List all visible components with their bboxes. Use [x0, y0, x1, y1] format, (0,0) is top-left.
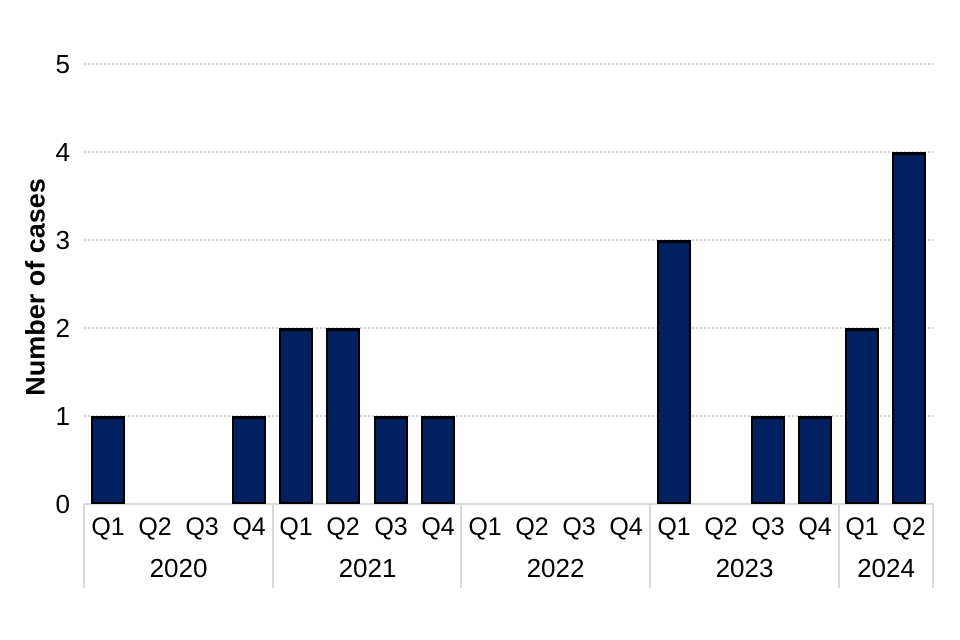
gridline-y-3 — [84, 239, 933, 241]
bar-2024-Q1 — [845, 328, 879, 504]
x-tick-2024-Q1: Q1 — [845, 513, 879, 541]
bar-2023-Q1 — [657, 240, 691, 504]
year-label-2022: 2022 — [526, 553, 585, 583]
x-tick-2021-Q3: Q3 — [374, 513, 408, 541]
year-label-2024: 2024 — [857, 553, 915, 583]
x-tick-2020-Q1: Q1 — [91, 513, 125, 541]
x-tick-2022-Q1: Q1 — [468, 513, 502, 541]
bar-2021-Q3 — [374, 416, 408, 504]
x-tick-2023-Q3: Q3 — [751, 513, 785, 541]
x-tick-2022-Q3: Q3 — [562, 513, 596, 541]
year-label-2020: 2020 — [149, 553, 208, 583]
x-tick-2023-Q4: Q4 — [798, 513, 832, 541]
category-axis-line — [84, 503, 934, 505]
y-tick-label-1: 1 — [55, 401, 70, 431]
gridline-y-1 — [84, 415, 933, 417]
bar-2021-Q1 — [279, 328, 313, 504]
y-tick-label-0: 0 — [55, 489, 70, 519]
axis-divider-after-2023 — [838, 504, 840, 588]
x-tick-2024-Q2: Q2 — [892, 513, 926, 541]
gridline-y-4 — [84, 151, 933, 153]
x-tick-2021-Q1: Q1 — [279, 513, 313, 541]
x-tick-2022-Q2: Q2 — [515, 513, 549, 541]
x-tick-2020-Q2: Q2 — [138, 513, 172, 541]
x-tick-2023-Q2: Q2 — [704, 513, 738, 541]
x-tick-2023-Q1: Q1 — [657, 513, 691, 541]
x-tick-2020-Q3: Q3 — [185, 513, 219, 541]
bar-2021-Q2 — [326, 328, 360, 504]
x-tick-2020-Q4: Q4 — [232, 513, 266, 541]
bar-2020-Q4 — [232, 416, 266, 504]
axis-divider-after-2024 — [932, 504, 934, 588]
axis-divider-after-2020 — [272, 504, 274, 588]
axis-divider-left — [83, 504, 85, 588]
gridline-y-5 — [84, 63, 933, 65]
y-tick-label-4: 4 — [55, 137, 70, 167]
bar-2024-Q2 — [892, 152, 926, 504]
y-tick-label-2: 2 — [55, 313, 70, 343]
year-label-2023: 2023 — [715, 553, 774, 583]
year-label-2021: 2021 — [338, 553, 397, 583]
bar-2023-Q3 — [751, 416, 785, 504]
bar-2020-Q1 — [91, 416, 125, 504]
x-tick-2021-Q2: Q2 — [326, 513, 360, 541]
y-tick-label-5: 5 — [55, 49, 70, 79]
bar-2023-Q4 — [798, 416, 832, 504]
x-tick-2022-Q4: Q4 — [609, 513, 643, 541]
gridline-y-2 — [84, 327, 933, 329]
axis-divider-after-2021 — [460, 504, 462, 588]
y-tick-label-3: 3 — [55, 225, 70, 255]
x-tick-2021-Q4: Q4 — [421, 513, 455, 541]
axis-divider-after-2022 — [649, 504, 651, 588]
y-axis-title: Number of cases — [20, 178, 51, 396]
bar-2021-Q4 — [421, 416, 455, 504]
